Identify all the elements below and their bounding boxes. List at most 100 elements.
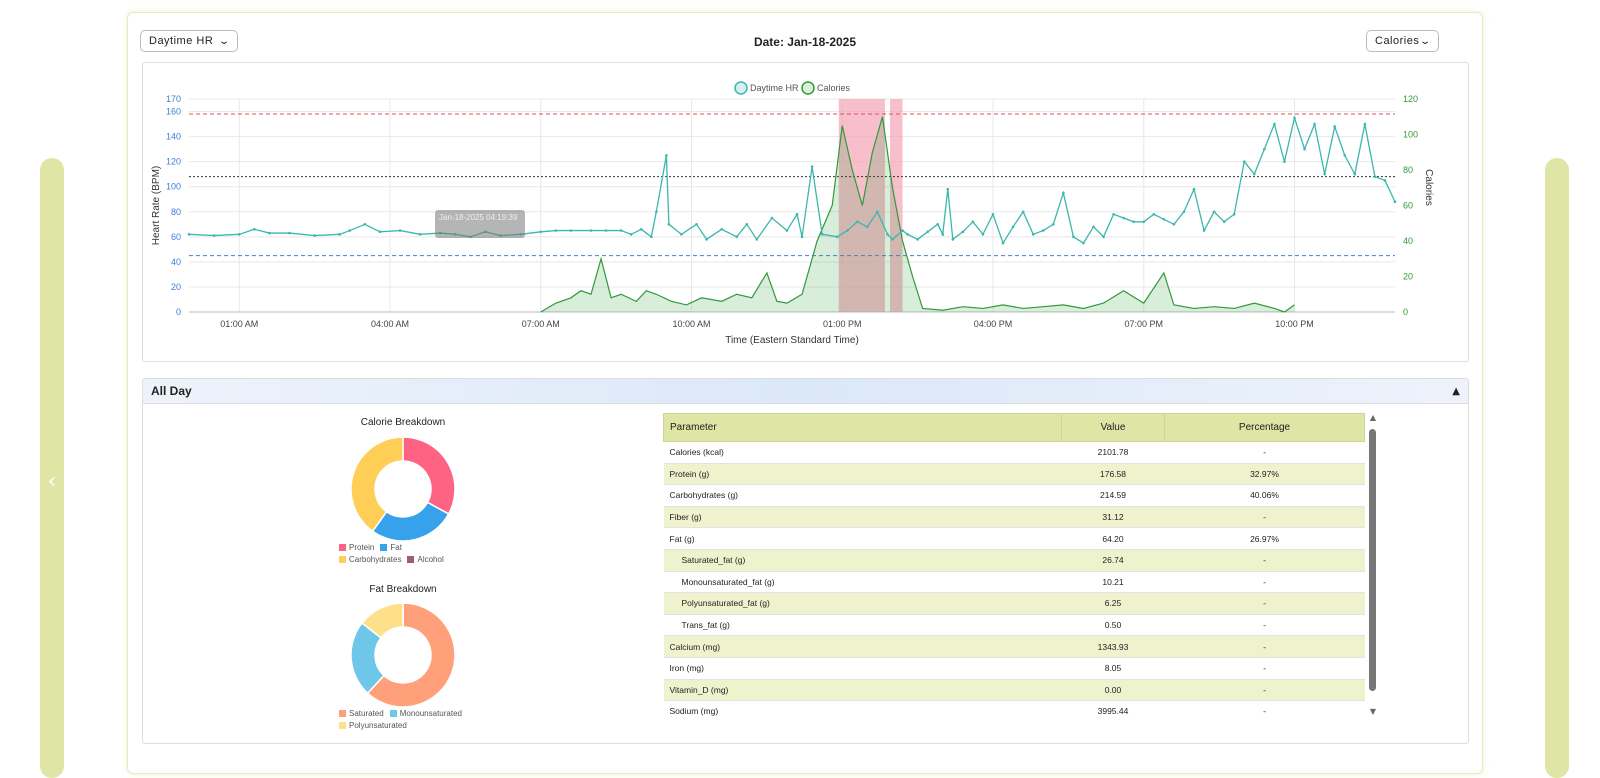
hr-point [1132, 220, 1135, 224]
value-cell: 0.00 [1061, 679, 1165, 702]
y-left-tick-label: 40 [171, 257, 181, 267]
legend-fat[interactable]: Fat [380, 543, 402, 552]
hr-point [835, 235, 839, 239]
hr-point [212, 234, 216, 237]
hr-point [906, 233, 909, 236]
y-left-tick-label: 140 [166, 132, 181, 142]
metric-select-right[interactable]: Calories ⌄ [1366, 30, 1439, 52]
y-right-tick-label: 20 [1403, 272, 1413, 282]
hr-point [655, 210, 658, 214]
percentage-cell: - [1164, 614, 1365, 637]
calorie-breakdown-donut[interactable] [343, 429, 463, 549]
hr-point [876, 210, 879, 214]
y-right-tick-label: 80 [1403, 165, 1413, 175]
param-cell: Monounsaturated_fat (g) [663, 571, 1062, 594]
scroll-thumb[interactable] [1369, 429, 1376, 691]
donut-slice[interactable] [366, 602, 456, 708]
prev-nav-rail[interactable] [40, 158, 64, 778]
hr-point [288, 231, 291, 235]
hr-point [1092, 225, 1095, 229]
tooltip-text: Jan-18-2025 04:19:39 [439, 213, 518, 222]
legend-polyunsaturated[interactable]: Polyunsaturated [339, 721, 407, 730]
collapse-icon[interactable]: ▲ [1452, 385, 1460, 397]
percentage-cell: - [1164, 592, 1365, 615]
x-tick-label: 10:00 AM [672, 319, 710, 329]
table-row: Fat (g) 64.20 26.97% [663, 527, 1365, 550]
chevron-right-icon[interactable]: › [1520, 469, 1530, 494]
hr-point [1021, 210, 1025, 214]
hr-point [770, 216, 774, 220]
y-left-tick-label: 80 [171, 207, 181, 217]
hr-point [1102, 235, 1105, 239]
hr-point [1182, 210, 1186, 214]
hr-point [378, 230, 382, 234]
fat-breakdown-donut[interactable] [343, 595, 463, 715]
donut-slice[interactable] [371, 501, 450, 542]
hr-point [745, 222, 749, 226]
y-left-axis-title: Heart Rate (BPM) [151, 166, 162, 245]
hr-point [1011, 225, 1015, 229]
legend-protein[interactable]: Protein [339, 543, 374, 552]
table-row: Vitamin_D (mg) 0.00- [663, 679, 1365, 702]
table-row: Trans_fat (g) 0.50- [663, 614, 1365, 637]
hr-point [1031, 233, 1035, 236]
y-left-tick-label: 20 [171, 282, 181, 292]
legend-saturated[interactable]: Saturated [339, 709, 384, 718]
value-cell: 64.20 [1061, 527, 1165, 550]
x-tick-label: 04:00 PM [974, 319, 1013, 329]
col-header-parameter: Parameter [663, 413, 1062, 442]
hr-point [810, 165, 814, 168]
value-cell: 0.50 [1061, 614, 1165, 637]
calorie-legend-row2: Carbohydrates Alcohol [339, 555, 444, 564]
hr-point [1162, 217, 1166, 221]
hr-point [1353, 172, 1357, 176]
chevron-left-icon[interactable]: ‹ [47, 469, 57, 494]
value-cell: 26.74 [1061, 549, 1165, 572]
percentage-cell: - [1164, 571, 1365, 594]
metric-select-left[interactable]: Daytime HR ⌄ [140, 30, 238, 52]
table-scrollbar[interactable]: ▲ ▼ [1367, 413, 1379, 719]
panel-header[interactable]: All Day ▲ [143, 379, 1468, 404]
legend-calories-label: Calories [817, 83, 851, 93]
hr-calories-chart[interactable]: 0 20 40 60 80 100 120 140 160 170 0 20 40 60 80 100 120 0… [143, 63, 1468, 361]
metric-select-right-label: Calories [1375, 35, 1420, 47]
legend-calories-marker [801, 81, 815, 95]
percentage-cell: 40.06% [1164, 484, 1365, 507]
scroll-down-icon[interactable]: ▼ [1369, 707, 1377, 716]
x-tick-label: 10:00 PM [1275, 319, 1314, 329]
hr-point [418, 233, 422, 236]
hr-point [268, 231, 271, 235]
hr-point [1333, 125, 1336, 128]
hr-point [951, 238, 955, 241]
y-left-tick-label: 100 [166, 182, 181, 192]
legend-carbohydrates[interactable]: Carbohydrates [339, 555, 401, 564]
legend-hr-marker [734, 81, 748, 95]
legend-monounsaturated[interactable]: Monounsaturated [389, 709, 462, 718]
hr-point [785, 229, 789, 232]
x-tick-label: 07:00 PM [1124, 319, 1163, 329]
y-right-tick-label: 120 [1403, 94, 1418, 104]
table-row: Iron (mg) 8.05- [663, 657, 1365, 680]
date-title: Date: Jan-18-2025 [753, 35, 857, 49]
y-right-tick-label: 100 [1403, 130, 1418, 140]
hr-point [1313, 122, 1316, 126]
hr-point [1303, 147, 1306, 151]
value-cell: 31.12 [1061, 506, 1165, 529]
donut-slice[interactable] [350, 436, 404, 533]
hr-point [1232, 212, 1236, 216]
scroll-up-icon[interactable]: ▲ [1369, 413, 1377, 422]
hr-point [1112, 212, 1115, 216]
col-header-value: Value [1061, 413, 1165, 442]
legend-alcohol[interactable]: Alcohol [407, 555, 444, 564]
fat-legend-row2: Polyunsaturated [339, 721, 407, 730]
param-cell: Calories (kcal) [663, 441, 1062, 464]
donut-slice[interactable] [360, 602, 404, 639]
value-cell: 3995.44 [1061, 700, 1165, 719]
value-cell: 176.58 [1061, 463, 1165, 486]
param-cell: Vitamin_D (mg) [663, 679, 1062, 702]
y-right-tick-label: 40 [1403, 236, 1413, 246]
hr-point [886, 233, 889, 236]
hr-point [1122, 216, 1125, 220]
next-nav-rail[interactable] [1545, 158, 1569, 778]
table-row: Sodium (mg) 3995.44- [663, 700, 1365, 719]
